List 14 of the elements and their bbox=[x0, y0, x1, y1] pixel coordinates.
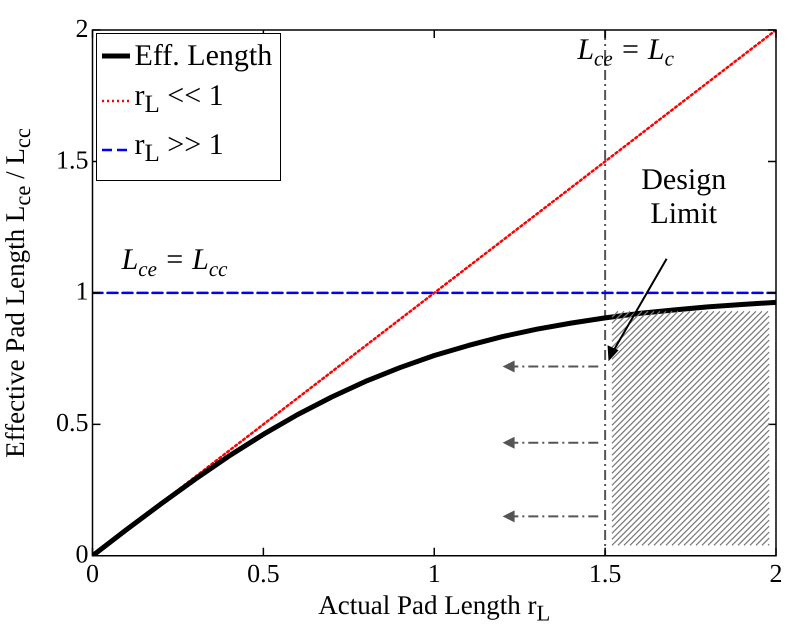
y-tick-label: 2 bbox=[76, 14, 88, 43]
legend-label: Eff. Length bbox=[134, 38, 272, 74]
y-tick-label: 0 bbox=[76, 540, 88, 569]
x-tick-label: 1.5 bbox=[588, 559, 622, 588]
x-tick-label: 2 bbox=[770, 559, 782, 588]
annotation: Design Limit bbox=[641, 163, 726, 230]
x-tick-label: 0.5 bbox=[247, 559, 280, 588]
legend-label: r$_{L}$ >> 1 bbox=[134, 127, 224, 169]
x-axis-title: Actual Pad Length r$_{L}$ bbox=[317, 590, 552, 626]
y-tick-label: 0.5 bbox=[56, 408, 88, 438]
legend-label: r$_{L}$ << 1 bbox=[134, 78, 224, 120]
y-tick-label: 1.5 bbox=[56, 145, 88, 174]
y-tick-label: 1 bbox=[76, 276, 88, 306]
x-tick-label: 1 bbox=[428, 559, 441, 588]
